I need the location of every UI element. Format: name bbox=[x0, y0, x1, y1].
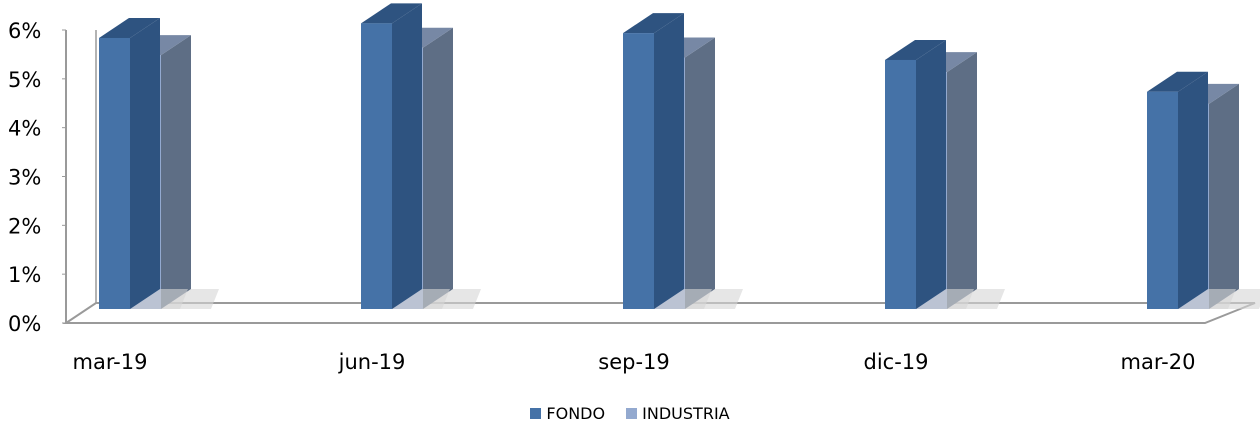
bar-shadow bbox=[654, 289, 712, 309]
x-axis-labels: mar-19 jun-19 sep-19 dic-19 mar-20 bbox=[73, 350, 1196, 374]
bar-top bbox=[885, 39, 946, 60]
bar-fondo-sep-19 bbox=[623, 13, 712, 309]
legend-label-fondo: FONDO bbox=[546, 404, 606, 423]
chart-legend: FONDO INDUSTRIA bbox=[0, 404, 1260, 423]
y-tick-label: 0% bbox=[8, 312, 41, 336]
legend-item-fondo: FONDO bbox=[530, 404, 605, 423]
legend-swatch-fondo bbox=[530, 408, 542, 419]
y-tick-label: 1% bbox=[8, 263, 41, 287]
bar-shadow bbox=[916, 289, 974, 309]
bar-top bbox=[1147, 71, 1208, 92]
y-tick-label: 4% bbox=[8, 117, 41, 141]
bar-shadow bbox=[392, 289, 450, 309]
bar-shadow bbox=[130, 289, 188, 309]
x-tick-label: jun-19 bbox=[338, 350, 406, 374]
bar-fondo-mar-19 bbox=[99, 17, 188, 309]
bar-side bbox=[685, 37, 715, 310]
bar-front bbox=[99, 37, 130, 309]
bar-front bbox=[361, 23, 392, 309]
bar-top bbox=[623, 13, 684, 34]
bar-front bbox=[1147, 91, 1178, 309]
bar-front bbox=[885, 59, 916, 310]
bar-side bbox=[1178, 71, 1208, 309]
bar-front bbox=[623, 33, 654, 309]
x-tick-label: mar-19 bbox=[73, 350, 148, 374]
legend-swatch-industria bbox=[626, 408, 638, 419]
chart-axes bbox=[65, 30, 97, 323]
bar-side bbox=[423, 27, 453, 309]
legend-item-industria: INDUSTRIA bbox=[626, 404, 730, 423]
bar-side bbox=[392, 3, 422, 309]
bar-side bbox=[947, 52, 977, 310]
bar-side bbox=[130, 17, 160, 309]
bar-shadow bbox=[1178, 289, 1236, 309]
x-tick-label: sep-19 bbox=[598, 350, 670, 374]
y-tick-label: 6% bbox=[8, 19, 41, 43]
bar-side bbox=[916, 39, 946, 309]
x-tick-label: dic-19 bbox=[863, 350, 928, 374]
y-tick-label: 5% bbox=[8, 68, 41, 92]
x-tick-label: mar-20 bbox=[1121, 350, 1196, 374]
bar-fondo-mar-20 bbox=[1147, 71, 1236, 309]
bar-top bbox=[361, 3, 422, 24]
y-tick-label: 2% bbox=[8, 214, 41, 238]
bar-series bbox=[99, 3, 1260, 310]
bar-side bbox=[161, 35, 191, 310]
legend-label-industria: INDUSTRIA bbox=[642, 404, 730, 423]
bar-side bbox=[654, 13, 684, 309]
bar-fondo-jun-19 bbox=[361, 3, 450, 309]
bar-side bbox=[1209, 83, 1239, 310]
y-tick-label: 3% bbox=[8, 166, 41, 190]
bar-top bbox=[99, 17, 160, 38]
bar-fondo-dic-19 bbox=[885, 39, 974, 310]
y-axis-ticks: 0% 1% 2% 3% 4% 5% 6% bbox=[8, 19, 66, 336]
